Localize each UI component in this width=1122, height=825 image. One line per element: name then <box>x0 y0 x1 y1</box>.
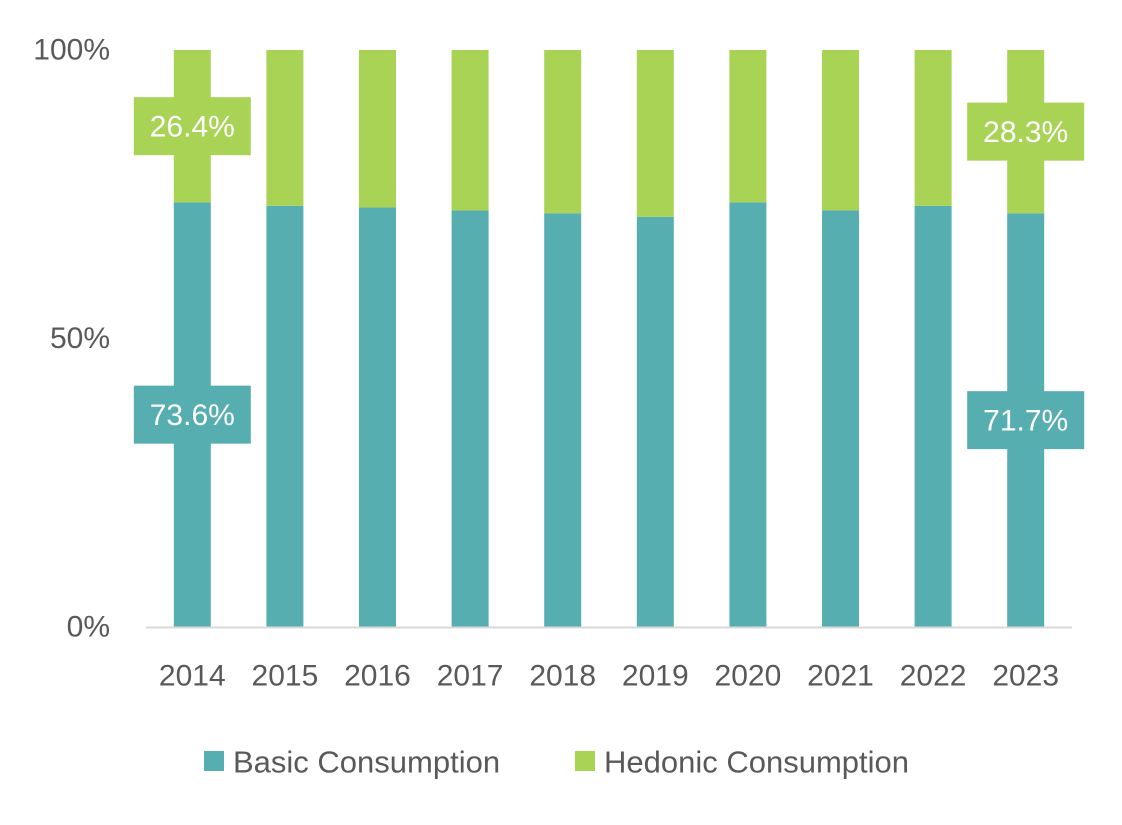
bar-basic-2019 <box>636 216 674 628</box>
data-label-box <box>133 97 251 156</box>
x-tick-label-2014: 2014 <box>159 660 226 693</box>
legend-label: Basic Consumption <box>233 745 500 780</box>
bar-basic-2020 <box>729 202 767 627</box>
bar-hedonic-2021 <box>822 50 859 211</box>
bar-hedonic-2015 <box>266 50 304 206</box>
legend-item-hedonic: Hedonic Consumption <box>575 745 909 780</box>
data-label-text: 73.6% <box>150 399 235 432</box>
legend: Basic Consumption Hedonic Consumption <box>204 745 909 780</box>
x-tick-label-2023: 2023 <box>992 660 1059 693</box>
data-label-text: 28.3% <box>983 116 1068 149</box>
data-label-28.3%: 28.3% <box>967 102 1085 161</box>
data-label-box <box>133 385 251 444</box>
x-tick-label-2018: 2018 <box>529 660 596 693</box>
bar-hedonic-2020 <box>729 50 767 203</box>
x-tick-label-2016: 2016 <box>344 660 411 693</box>
data-label-text: 71.7% <box>983 405 1068 438</box>
y-tick-label: 50% <box>50 322 110 355</box>
x-tick-label-2022: 2022 <box>900 660 967 693</box>
x-tick-label-2015: 2015 <box>252 660 319 693</box>
data-label-box <box>967 102 1085 161</box>
bar-basic-2018 <box>544 213 582 627</box>
legend-label: Hedonic Consumption <box>604 745 909 780</box>
legend-swatch <box>575 751 595 771</box>
x-tick-label-2021: 2021 <box>807 660 874 693</box>
bar-basic-2016 <box>359 207 396 627</box>
data-label-73.6%: 73.6% <box>133 385 251 444</box>
data-label-text: 26.4% <box>150 111 235 144</box>
bar-hedonic-2018 <box>544 50 582 214</box>
bar-hedonic-2019 <box>636 50 674 217</box>
y-tick-label: 0% <box>67 611 110 644</box>
x-tick-label-2020: 2020 <box>715 660 782 693</box>
legend-item-basic: Basic Consumption <box>204 745 500 780</box>
legend-swatch <box>204 751 224 771</box>
x-tick-label-2019: 2019 <box>622 660 689 693</box>
bar-basic-2017 <box>451 210 489 627</box>
data-label-26.4%: 26.4% <box>133 97 251 156</box>
bar-basic-2015 <box>266 205 304 628</box>
bar-basic-2022 <box>914 205 952 628</box>
data-label-box <box>967 391 1085 450</box>
bar-hedonic-2016 <box>359 50 396 208</box>
bar-hedonic-2022 <box>914 50 952 206</box>
y-tick-label: 100% <box>33 34 110 67</box>
bars <box>173 50 1045 628</box>
data-labels: 73.6% 26.4% 71.7% 28.3% <box>133 97 1085 450</box>
bar-basic-2021 <box>822 210 859 627</box>
x-tick-label-2017: 2017 <box>437 660 504 693</box>
data-label-71.7%: 71.7% <box>967 391 1085 450</box>
y-axis-ticks: 0% 50% 100% <box>33 34 110 644</box>
bar-hedonic-2017 <box>451 50 489 211</box>
x-axis-ticks: 2014 2015 2016 2017 2018 2019 2020 2021 2022 2023 <box>159 660 1059 693</box>
